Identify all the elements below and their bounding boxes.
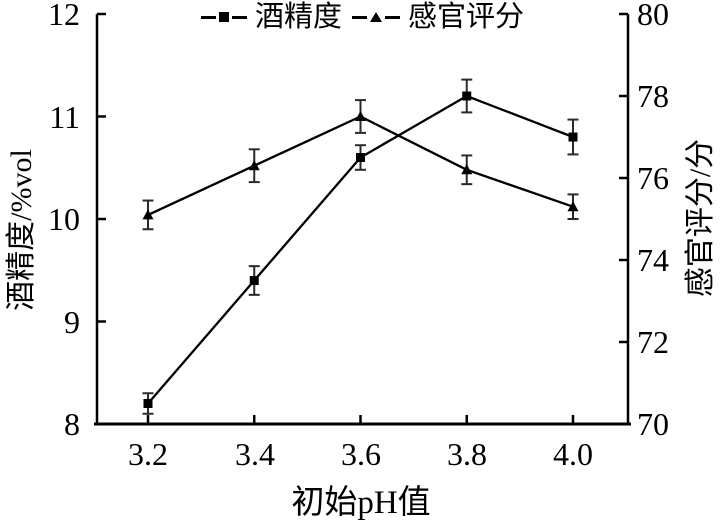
left-axis-tick-label: 9 xyxy=(64,304,80,340)
x-axis-tick-label: 3.2 xyxy=(128,436,168,472)
square-marker-icon xyxy=(218,12,229,22)
legend-line-segment xyxy=(200,15,216,19)
series-line-0 xyxy=(147,94,574,405)
x-axis-tick-label: 3.4 xyxy=(235,436,275,472)
left-axis-title: 酒精度/%vol xyxy=(5,149,38,311)
data-point-square xyxy=(356,153,365,162)
right-axis-tick-label: 72 xyxy=(637,324,669,360)
left-axis-tick-label: 8 xyxy=(64,406,80,442)
x-axis-tick-label: 3.8 xyxy=(447,436,487,472)
data-point-triangle xyxy=(142,209,154,220)
right-axis-tick-label: 74 xyxy=(637,242,669,278)
data-point-triangle xyxy=(355,111,366,121)
legend-entry-alcohol: 酒精度 xyxy=(200,1,342,33)
legend-line-segment xyxy=(231,15,247,19)
data-point-square xyxy=(143,399,153,408)
right-axis-tick-label: 78 xyxy=(637,78,669,114)
data-point-square xyxy=(462,91,472,101)
legend-entry-sensory: 感官评分 xyxy=(352,1,524,33)
x-axis-title: 初始pH值 xyxy=(291,485,431,521)
data-point-square xyxy=(249,276,259,285)
right-axis-tick-label: 80 xyxy=(637,0,669,32)
data-point-triangle xyxy=(248,160,260,171)
right-axis-tick-label: 76 xyxy=(637,160,669,196)
left-axis-tick-label: 12 xyxy=(48,0,80,32)
right-axis-tick-label: 70 xyxy=(637,406,669,442)
data-point-square xyxy=(568,132,578,142)
legend-label-sensory: 感官评分 xyxy=(408,1,525,33)
data-point-triangle xyxy=(567,201,579,212)
x-axis-tick-label: 3.6 xyxy=(341,436,381,472)
triangle-marker-icon xyxy=(370,12,382,22)
left-axis-tick-label: 10 xyxy=(48,201,80,237)
left-axis-tick-label: 11 xyxy=(49,99,80,135)
legend-label-alcohol: 酒精度 xyxy=(254,1,342,33)
legend: 酒精度 感官评分 xyxy=(97,1,628,33)
legend-line-segment xyxy=(385,15,400,19)
right-axis-title: 感官评分/分 xyxy=(684,138,717,298)
x-axis-tick-label: 4.0 xyxy=(553,436,593,472)
legend-line-segment xyxy=(352,15,367,19)
data-point-triangle xyxy=(461,164,473,175)
